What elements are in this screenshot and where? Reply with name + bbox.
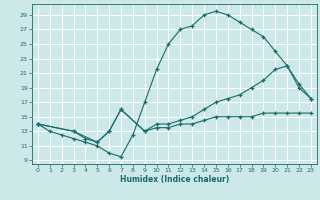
X-axis label: Humidex (Indice chaleur): Humidex (Indice chaleur): [120, 175, 229, 184]
